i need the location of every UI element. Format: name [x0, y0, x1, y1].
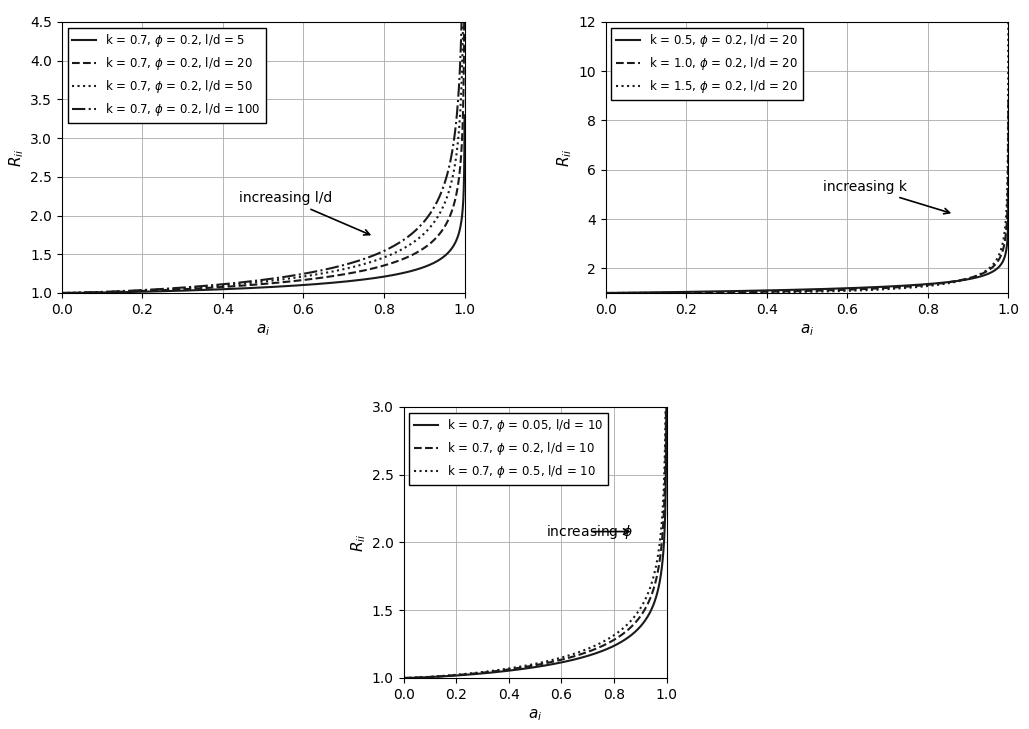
Line: k = 0.7, $\phi$ = 0.05, l/d = 10: k = 0.7, $\phi$ = 0.05, l/d = 10 — [403, 305, 667, 678]
Line: k = 0.7, $\phi$ = 0.2, l/d = 10: k = 0.7, $\phi$ = 0.2, l/d = 10 — [403, 181, 667, 678]
k = 0.7, $\phi$ = 0.2, l/d = 50 — [126, 286, 138, 295]
k = 0.7, $\phi$ = 0.05, l/d = 10 — [443, 671, 456, 680]
k = 1.5, $\phi$ = 0.2, l/d = 20 — [754, 288, 767, 297]
Line: k = 0.5, $\phi$ = 0.2, l/d = 20: k = 0.5, $\phi$ = 0.2, l/d = 20 — [606, 190, 1008, 293]
X-axis label: $a_i$: $a_i$ — [800, 322, 814, 338]
k = 0.7, $\phi$ = 0.2, l/d = 100 — [102, 287, 114, 296]
k = 0.7, $\phi$ = 0.2, l/d = 10 — [397, 674, 410, 682]
k = 0.7, $\phi$ = 0.2, l/d = 20 — [407, 250, 420, 259]
k = 0.7, $\phi$ = 0.2, l/d = 10 — [428, 672, 440, 681]
Line: k = 1.5, $\phi$ = 0.2, l/d = 20: k = 1.5, $\phi$ = 0.2, l/d = 20 — [606, 0, 1008, 293]
k = 0.7, $\phi$ = 0.5, l/d = 10 — [661, 64, 673, 73]
k = 0.7, $\phi$ = 0.2, l/d = 5 — [451, 235, 463, 244]
k = 0.7, $\phi$ = 0.05, l/d = 10 — [498, 667, 510, 676]
k = 0.7, $\phi$ = 0.2, l/d = 100 — [56, 289, 68, 297]
Text: increasing k: increasing k — [823, 180, 950, 214]
Line: k = 0.7, $\phi$ = 0.2, l/d = 50: k = 0.7, $\phi$ = 0.2, l/d = 50 — [62, 0, 464, 293]
k = 0.7, $\phi$ = 0.2, l/d = 100 — [227, 278, 240, 287]
Line: k = 1.0, $\phi$ = 0.2, l/d = 20: k = 1.0, $\phi$ = 0.2, l/d = 20 — [606, 98, 1008, 293]
k = 0.7, $\phi$ = 0.2, l/d = 10 — [443, 671, 456, 680]
k = 0.5, $\phi$ = 0.2, l/d = 20 — [994, 261, 1006, 270]
k = 0.7, $\phi$ = 0.2, l/d = 50 — [56, 289, 68, 297]
k = 0.7, $\phi$ = 0.2, l/d = 20 — [102, 288, 114, 297]
k = 0.7, $\phi$ = 0.2, l/d = 20 — [126, 287, 138, 296]
k = 0.5, $\phi$ = 0.2, l/d = 20 — [951, 276, 963, 285]
k = 1.5, $\phi$ = 0.2, l/d = 20 — [772, 288, 784, 297]
k = 0.7, $\phi$ = 0.2, l/d = 100 — [451, 113, 463, 122]
k = 1.0, $\phi$ = 0.2, l/d = 20 — [994, 252, 1006, 261]
k = 0.7, $\phi$ = 0.5, l/d = 10 — [627, 614, 639, 623]
Line: k = 0.7, $\phi$ = 0.5, l/d = 10: k = 0.7, $\phi$ = 0.5, l/d = 10 — [403, 69, 667, 678]
k = 0.7, $\phi$ = 0.05, l/d = 10 — [627, 629, 639, 638]
k = 1.0, $\phi$ = 0.2, l/d = 20 — [772, 287, 784, 296]
k = 1.5, $\phi$ = 0.2, l/d = 20 — [951, 277, 963, 286]
k = 0.7, $\phi$ = 0.05, l/d = 10 — [428, 673, 440, 682]
k = 0.7, $\phi$ = 0.2, l/d = 5 — [407, 266, 420, 275]
Legend: k = 0.7, $\phi$ = 0.2, l/d = 5, k = 0.7, $\phi$ = 0.2, l/d = 20, k = 0.7, $\phi$: k = 0.7, $\phi$ = 0.2, l/d = 5, k = 0.7,… — [68, 28, 265, 123]
k = 0.7, $\phi$ = 0.2, l/d = 5 — [227, 284, 240, 293]
k = 0.7, $\phi$ = 0.2, l/d = 20 — [210, 283, 222, 292]
k = 0.7, $\phi$ = 0.2, l/d = 5 — [102, 288, 114, 297]
k = 0.7, $\phi$ = 0.2, l/d = 10 — [627, 620, 639, 629]
k = 0.5, $\phi$ = 0.2, l/d = 20 — [1002, 186, 1015, 195]
k = 0.7, $\phi$ = 0.2, l/d = 5 — [126, 287, 138, 296]
Y-axis label: $R_{ii}$: $R_{ii}$ — [7, 148, 26, 167]
k = 0.5, $\phi$ = 0.2, l/d = 20 — [754, 286, 767, 295]
Line: k = 0.7, $\phi$ = 0.2, l/d = 100: k = 0.7, $\phi$ = 0.2, l/d = 100 — [62, 0, 464, 293]
k = 1.0, $\phi$ = 0.2, l/d = 20 — [670, 289, 682, 297]
k = 1.5, $\phi$ = 0.2, l/d = 20 — [600, 289, 612, 297]
k = 0.7, $\phi$ = 0.2, l/d = 5 — [56, 289, 68, 297]
k = 0.7, $\phi$ = 0.2, l/d = 50 — [451, 149, 463, 158]
k = 0.7, $\phi$ = 0.5, l/d = 10 — [655, 523, 668, 531]
X-axis label: $a_i$: $a_i$ — [256, 322, 271, 338]
k = 0.7, $\phi$ = 0.2, l/d = 20 — [227, 282, 240, 291]
k = 0.7, $\phi$ = 0.2, l/d = 10 — [498, 666, 510, 674]
k = 0.7, $\phi$ = 0.2, l/d = 10 — [661, 176, 673, 185]
k = 0.7, $\phi$ = 0.05, l/d = 10 — [655, 567, 668, 576]
Text: increasing $\phi$: increasing $\phi$ — [545, 523, 633, 541]
Line: k = 0.7, $\phi$ = 0.2, l/d = 5: k = 0.7, $\phi$ = 0.2, l/d = 5 — [62, 115, 464, 293]
k = 0.5, $\phi$ = 0.2, l/d = 20 — [600, 289, 612, 297]
k = 0.7, $\phi$ = 0.2, l/d = 50 — [227, 280, 240, 289]
k = 0.7, $\phi$ = 0.5, l/d = 10 — [428, 672, 440, 681]
Line: k = 0.7, $\phi$ = 0.2, l/d = 20: k = 0.7, $\phi$ = 0.2, l/d = 20 — [62, 0, 464, 293]
k = 0.7, $\phi$ = 0.2, l/d = 50 — [210, 281, 222, 290]
k = 0.7, $\phi$ = 0.2, l/d = 10 — [655, 543, 668, 552]
k = 0.7, $\phi$ = 0.05, l/d = 10 — [397, 674, 410, 682]
k = 0.7, $\phi$ = 0.2, l/d = 20 — [56, 289, 68, 297]
k = 0.7, $\phi$ = 0.2, l/d = 100 — [126, 286, 138, 295]
k = 1.0, $\phi$ = 0.2, l/d = 20 — [645, 289, 658, 297]
k = 0.5, $\phi$ = 0.2, l/d = 20 — [772, 286, 784, 295]
k = 0.7, $\phi$ = 0.2, l/d = 50 — [102, 287, 114, 296]
k = 1.0, $\phi$ = 0.2, l/d = 20 — [951, 276, 963, 285]
k = 0.7, $\phi$ = 0.5, l/d = 10 — [509, 663, 522, 671]
X-axis label: $a_i$: $a_i$ — [528, 707, 542, 723]
k = 1.5, $\phi$ = 0.2, l/d = 20 — [994, 247, 1006, 256]
k = 0.5, $\phi$ = 0.2, l/d = 20 — [645, 288, 658, 297]
Legend: k = 0.5, $\phi$ = 0.2, l/d = 20, k = 1.0, $\phi$ = 0.2, l/d = 20, k = 1.5, $\phi: k = 0.5, $\phi$ = 0.2, l/d = 20, k = 1.0… — [611, 28, 803, 100]
Legend: k = 0.7, $\phi$ = 0.05, l/d = 10, k = 0.7, $\phi$ = 0.2, l/d = 10, k = 0.7, $\ph: k = 0.7, $\phi$ = 0.05, l/d = 10, k = 0.… — [410, 413, 608, 485]
k = 1.5, $\phi$ = 0.2, l/d = 20 — [670, 289, 682, 297]
Y-axis label: $R_{ii}$: $R_{ii}$ — [349, 533, 367, 552]
k = 0.7, $\phi$ = 0.5, l/d = 10 — [498, 665, 510, 674]
Text: increasing l/d: increasing l/d — [239, 192, 369, 235]
k = 1.5, $\phi$ = 0.2, l/d = 20 — [645, 289, 658, 297]
Y-axis label: $R_{ii}$: $R_{ii}$ — [556, 148, 574, 167]
k = 0.7, $\phi$ = 0.2, l/d = 20 — [451, 189, 463, 198]
k = 1.0, $\phi$ = 0.2, l/d = 20 — [600, 289, 612, 297]
k = 1.0, $\phi$ = 0.2, l/d = 20 — [754, 287, 767, 296]
k = 0.7, $\phi$ = 0.2, l/d = 5 — [210, 285, 222, 294]
k = 0.7, $\phi$ = 0.05, l/d = 10 — [509, 666, 522, 674]
k = 0.7, $\phi$ = 0.5, l/d = 10 — [397, 674, 410, 682]
k = 0.7, $\phi$ = 0.05, l/d = 10 — [661, 300, 673, 309]
k = 0.7, $\phi$ = 0.5, l/d = 10 — [443, 671, 456, 679]
k = 0.7, $\phi$ = 0.2, l/d = 50 — [407, 238, 420, 247]
k = 0.7, $\phi$ = 0.2, l/d = 100 — [210, 281, 222, 289]
k = 0.7, $\phi$ = 0.2, l/d = 10 — [509, 664, 522, 673]
k = 0.5, $\phi$ = 0.2, l/d = 20 — [670, 288, 682, 297]
k = 0.7, $\phi$ = 0.2, l/d = 100 — [407, 228, 420, 237]
k = 0.7, $\phi$ = 0.2, l/d = 5 — [458, 111, 470, 120]
k = 1.0, $\phi$ = 0.2, l/d = 20 — [1002, 93, 1015, 102]
